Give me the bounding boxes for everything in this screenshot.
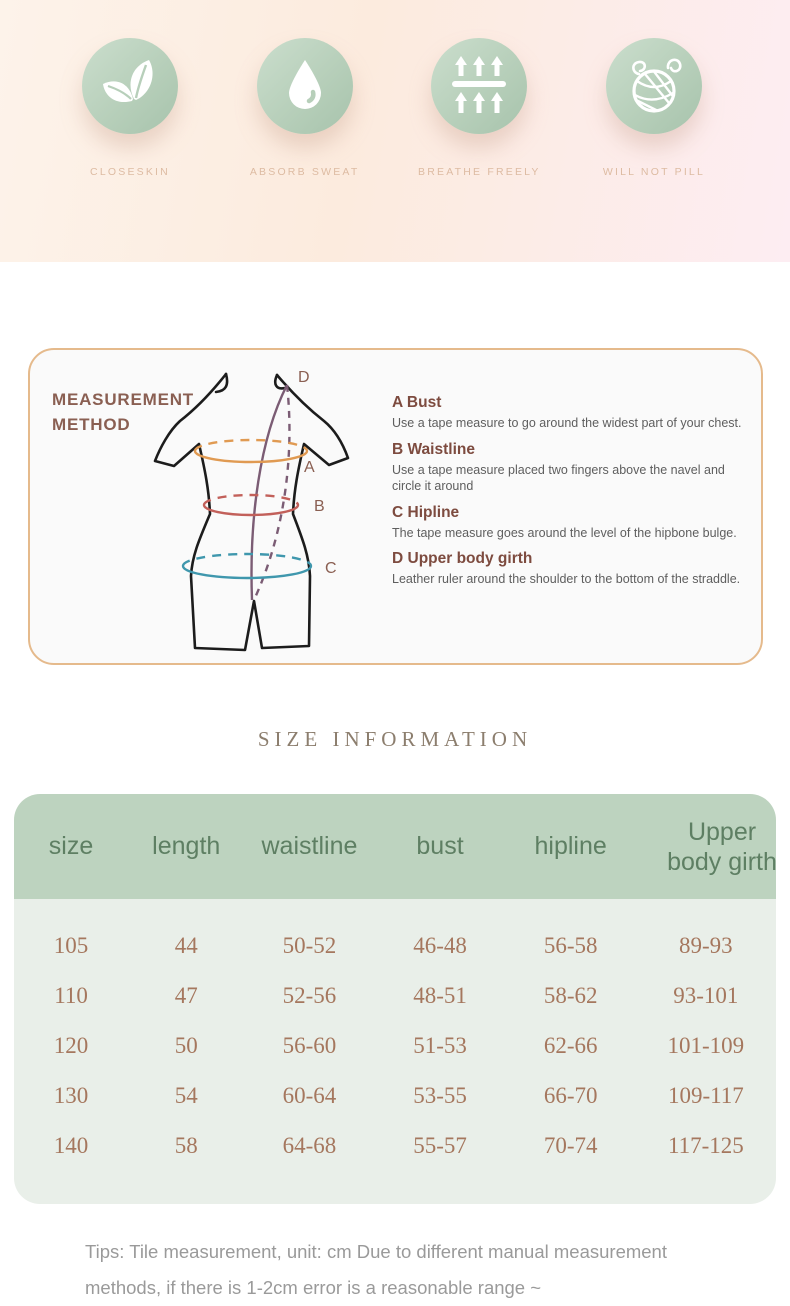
feature-label: BREATHE FREELY	[418, 166, 541, 178]
cell-upper-body-girth: 89-93	[679, 933, 733, 958]
measurement-method-title: MEASUREMENT METHOD	[52, 390, 194, 434]
column-header-bust: bust	[416, 832, 464, 860]
measure-item-heading: A Bust	[392, 394, 442, 411]
leaf-icon	[101, 58, 159, 115]
table-row: 130 54 60-64 53-55 66-70 109-117	[14, 1071, 776, 1121]
cell-length: 50	[174, 1033, 198, 1058]
cell-bust: 55-57	[413, 1133, 467, 1158]
cell-waistline: 50-52	[282, 933, 337, 958]
feature-circle	[82, 38, 178, 134]
cell-size: 120	[53, 1033, 89, 1058]
cell-length: 44	[174, 933, 198, 958]
column-header-hipline: hipline	[534, 832, 607, 860]
cell-hipline: 62-66	[543, 1033, 598, 1058]
cell-size: 105	[53, 933, 89, 958]
measure-item-bust: A Bust Use a tape measure to go around t…	[392, 394, 748, 432]
measure-item-description: Leather ruler around the shoulder to the…	[392, 572, 741, 586]
feature-closeskin: CLOSESKIN	[70, 38, 190, 262]
cell-upper-body-girth: 109-117	[667, 1083, 744, 1108]
feature-label: ABSORB SWEAT	[249, 166, 360, 178]
measurement-instructions: A Bust Use a tape measure to go around t…	[392, 394, 748, 597]
cell-waistline: 60-64	[282, 1083, 337, 1108]
cell-size: 140	[53, 1133, 89, 1158]
cell-hipline: 58-62	[543, 983, 598, 1008]
feature-absorb-sweat: ABSORB SWEAT	[245, 38, 365, 262]
cell-bust: 51-53	[413, 1033, 467, 1058]
measure-item-description: Use a tape measure to go around the wide…	[392, 416, 742, 430]
cell-bust: 48-51	[413, 983, 467, 1008]
measure-item-heading: C Hipline	[392, 503, 460, 521]
cell-bust: 53-55	[413, 1083, 467, 1108]
cell-waistline: 52-56	[282, 983, 337, 1008]
diagram-label-b: B	[314, 498, 325, 515]
measure-item-heading: D Upper body girth	[392, 550, 533, 567]
column-header-waistline: waistline	[261, 832, 358, 860]
features-banner: CLOSESKIN ABSORB SWEAT	[0, 0, 790, 262]
feature-will-not-pill: WILL NOT PILL	[594, 38, 714, 262]
table-row: 120 50 56-60 51-53 62-66 101-109	[14, 1021, 776, 1071]
measure-item-hipline: C Hipline The tape measure goes around t…	[392, 504, 748, 542]
cell-length: 54	[174, 1083, 198, 1108]
cell-length: 58	[174, 1133, 198, 1158]
size-table-header: size length waistline bust hipline Upper…	[14, 794, 777, 899]
cell-upper-body-girth: 93-101	[673, 983, 739, 1008]
cell-size: 110	[54, 983, 88, 1008]
cell-upper-body-girth: 101-109	[667, 1033, 745, 1058]
diagram-label-a: A	[304, 459, 315, 476]
water-drop-icon	[285, 58, 325, 115]
diagram-label-c: C	[325, 560, 337, 577]
table-row: 140 58 64-68 55-57 70-74 117-125	[14, 1121, 776, 1171]
size-information-title: SIZE INFORMATION	[257, 727, 533, 751]
measure-item-description: The tape measure goes around the level o…	[392, 525, 737, 540]
measure-item-heading: B Waistline	[392, 440, 475, 458]
cell-size: 130	[53, 1083, 89, 1108]
body-measurement-diagram: D A B C	[153, 369, 350, 652]
breathable-arrows-icon	[447, 53, 511, 120]
feature-circle	[605, 38, 702, 134]
table-row: 110 47 52-56 48-51 58-62 93-101	[14, 971, 776, 1021]
column-header-upper-body-girth: Upper body girth	[667, 817, 777, 876]
feature-label: CLOSESKIN	[90, 166, 170, 178]
measurement-tips: Tips: Tile measurement, unit: cm Due to …	[85, 1241, 667, 1298]
cell-waistline: 64-68	[282, 1133, 337, 1158]
size-table: size length waistline bust hipline Upper…	[14, 794, 777, 1204]
feature-circle	[431, 38, 528, 134]
feature-label: WILL NOT PILL	[602, 166, 706, 178]
size-table-body: 105 44 50-52 46-48 56-58 89-93 110 47 52…	[14, 899, 776, 1204]
column-header-size: size	[48, 832, 94, 860]
measure-item-description: Use a tape measure placed two fingers ab…	[392, 462, 725, 494]
yarn-ball-icon	[623, 53, 685, 120]
feature-breathe-freely: BREATHE FREELY	[418, 38, 541, 262]
cell-length: 47	[174, 983, 198, 1008]
measure-item-upper-body-girth: D Upper body girth Leather ruler around …	[392, 550, 748, 588]
cell-hipline: 70-74	[543, 1133, 598, 1158]
column-header-length: length	[152, 832, 221, 860]
cell-waistline: 56-60	[282, 1033, 337, 1058]
measure-item-waistline: B Waistline Use a tape measure placed tw…	[392, 441, 748, 495]
diagram-label-d: D	[298, 369, 310, 386]
cell-upper-body-girth: 117-125	[667, 1133, 744, 1158]
measurement-method-card: MEASUREMENT METHOD D A	[28, 348, 763, 665]
feature-circle	[256, 38, 353, 134]
cell-hipline: 66-70	[543, 1083, 598, 1108]
cell-hipline: 56-58	[543, 933, 598, 958]
cell-bust: 46-48	[413, 933, 467, 958]
table-row: 105 44 50-52 46-48 56-58 89-93	[14, 921, 776, 971]
